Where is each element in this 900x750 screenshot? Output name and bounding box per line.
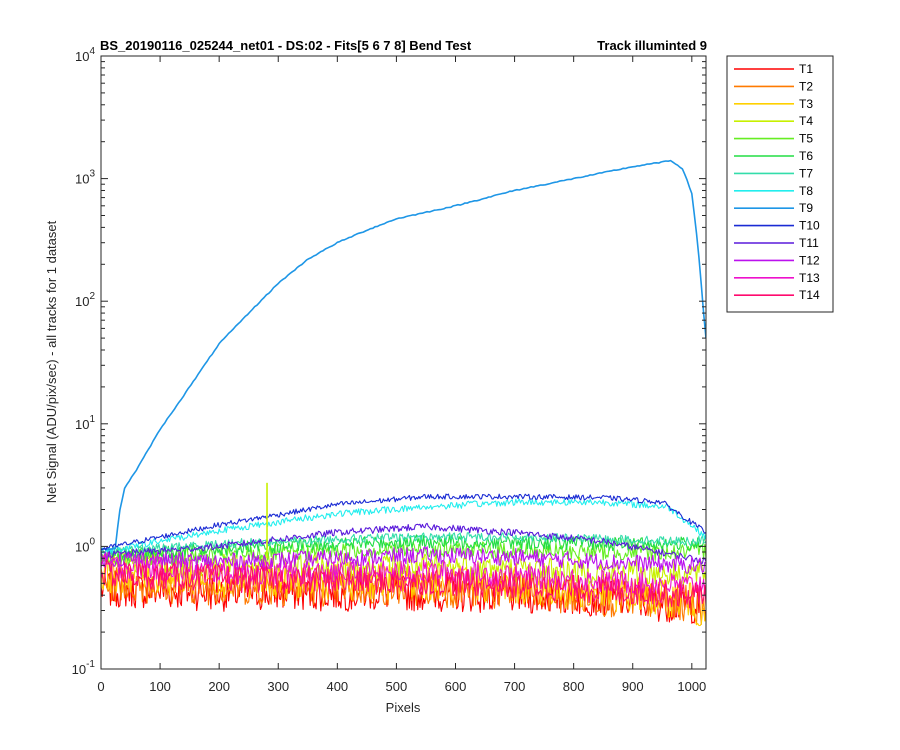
legend: T1 T2 T3 T4 T5 T6 T7 T8 T9 T10 T11 T12 T13 T14 [726,55,834,313]
legend-label-t8: T8 [799,184,813,198]
series-t14-line [101,559,706,609]
x-tick-label: 100 [149,679,171,694]
y-axis-label: Net Signal (ADU/pix/sec) - all tracks fo… [44,220,59,503]
x-tick-label: 500 [386,679,408,694]
x-tick-label: 900 [622,679,644,694]
series-layer [101,159,706,627]
legend-label-t7: T7 [799,166,813,180]
x-tick-label: 600 [445,679,467,694]
legend-label-t12: T12 [799,253,820,267]
x-tick-label: 300 [267,679,289,694]
legend-label-t13: T13 [799,271,820,285]
legend-label-t5: T5 [799,132,813,146]
series-t1-line [101,570,706,624]
y-tick-label: 102 [75,291,95,309]
x-tick-label: 200 [208,679,230,694]
legend-label-t4: T4 [799,114,813,128]
x-tick-label: 700 [504,679,526,694]
x-tick-label: 0 [97,679,104,694]
x-tick-label: 1000 [677,679,706,694]
series-t3-line [101,555,706,627]
series-t10-line [101,493,706,551]
y-tick-label: 100 [75,536,95,554]
series-t11-line [101,522,706,565]
legend-label-t11: T11 [799,236,819,250]
series-t8-line [101,498,706,554]
legend-label-t6: T6 [799,149,813,163]
y-tick-label: 101 [75,414,95,432]
legend-box [726,55,834,313]
tick-layer: 0 100 200 300 400 500 600 700 800 900 1000 10-1 100 1… [72,46,707,694]
series-t6-line [101,534,706,562]
x-axis-label: Pixels [386,700,421,715]
series-t13-line [101,553,706,595]
series-t9-line [101,159,706,551]
legend-label-t3: T3 [799,97,813,111]
y-tick-label: 103 [75,169,95,187]
legend-label-t10: T10 [799,219,820,233]
legend-label-t14: T14 [799,288,820,302]
x-tick-label: 400 [326,679,348,694]
plot-frame [100,55,707,670]
y-tick-label: 10-1 [72,659,96,677]
y-tick-label: 104 [75,46,95,64]
legend-label-t2: T2 [799,79,813,93]
legend-label-t9: T9 [799,201,813,215]
legend-label-t1: T1 [799,62,813,76]
x-tick-label: 800 [563,679,585,694]
chart-title-track: Track illuminted 9 [597,38,707,53]
chart-title: BS_20190116_025244_net01 - DS:02 - Fits[… [100,38,472,53]
